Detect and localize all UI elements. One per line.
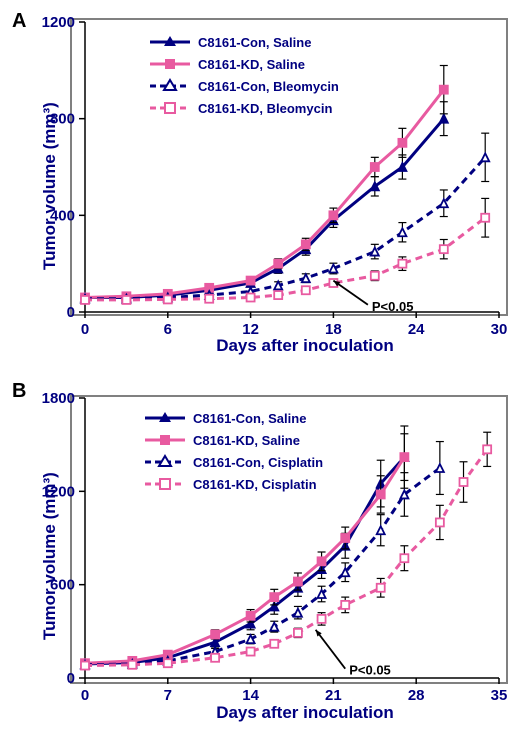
svg-text:0: 0: [67, 304, 75, 321]
svg-text:0: 0: [81, 687, 89, 704]
legend-label: C8161-Con, Saline: [193, 411, 306, 426]
panel-b-x-title: Days after inoculation: [180, 703, 430, 723]
panel-b-legend: C8161-Con, Saline C8161-KD, Saline C8161…: [145, 408, 323, 496]
svg-text:35: 35: [491, 687, 508, 704]
svg-text:0: 0: [67, 670, 75, 687]
panel-b-y-title: Tumor volume (mm³): [40, 440, 60, 640]
panel-a-x-title: Days after inoculation: [180, 336, 430, 356]
legend-row: C8161-KD, Bleomycin: [150, 98, 339, 118]
legend-label: C8161-KD, Saline: [198, 57, 305, 72]
legend-label: C8161-KD, Saline: [193, 433, 300, 448]
legend-swatch-con-saline: [150, 34, 190, 50]
figure-container: A 061218243004008001200P<0.05 Tumor volu…: [0, 0, 519, 724]
svg-text:30: 30: [491, 321, 508, 338]
legend-label: C8161-Con, Bleomycin: [198, 79, 339, 94]
legend-row: C8161-Con, Bleomycin: [150, 76, 339, 96]
svg-text:P<0.05: P<0.05: [349, 663, 391, 678]
svg-text:0: 0: [81, 321, 89, 338]
legend-swatch-kd-saline: [150, 56, 190, 72]
panel-a-y-title: Tumor volume (mm³): [40, 70, 60, 270]
svg-text:28: 28: [408, 687, 425, 704]
svg-text:1800: 1800: [42, 390, 75, 407]
legend-label: C8161-KD, Cisplatin: [193, 477, 317, 492]
legend-swatch: [145, 454, 185, 470]
legend-swatch: [145, 432, 185, 448]
legend-swatch-kd-bleo: [150, 100, 190, 116]
legend-swatch-con-bleo: [150, 78, 190, 94]
legend-row: C8161-Con, Cisplatin: [145, 452, 323, 472]
svg-text:6: 6: [164, 321, 172, 338]
svg-text:P<0.05: P<0.05: [372, 299, 414, 314]
svg-text:7: 7: [164, 687, 172, 704]
legend-row: C8161-Con, Saline: [145, 408, 323, 428]
panel-a-legend: C8161-Con, Saline C8161-KD, Saline C8161…: [150, 32, 339, 120]
legend-row: C8161-KD, Saline: [145, 430, 323, 450]
svg-text:1200: 1200: [42, 14, 75, 31]
legend-label: C8161-KD, Bleomycin: [198, 101, 332, 116]
legend-row: C8161-Con, Saline: [150, 32, 339, 52]
svg-text:21: 21: [325, 687, 342, 704]
legend-label: C8161-Con, Cisplatin: [193, 455, 323, 470]
legend-swatch: [145, 410, 185, 426]
legend-row: C8161-KD, Cisplatin: [145, 474, 323, 494]
svg-text:14: 14: [242, 687, 259, 704]
legend-row: C8161-KD, Saline: [150, 54, 339, 74]
legend-label: C8161-Con, Saline: [198, 35, 311, 50]
legend-swatch: [145, 476, 185, 492]
